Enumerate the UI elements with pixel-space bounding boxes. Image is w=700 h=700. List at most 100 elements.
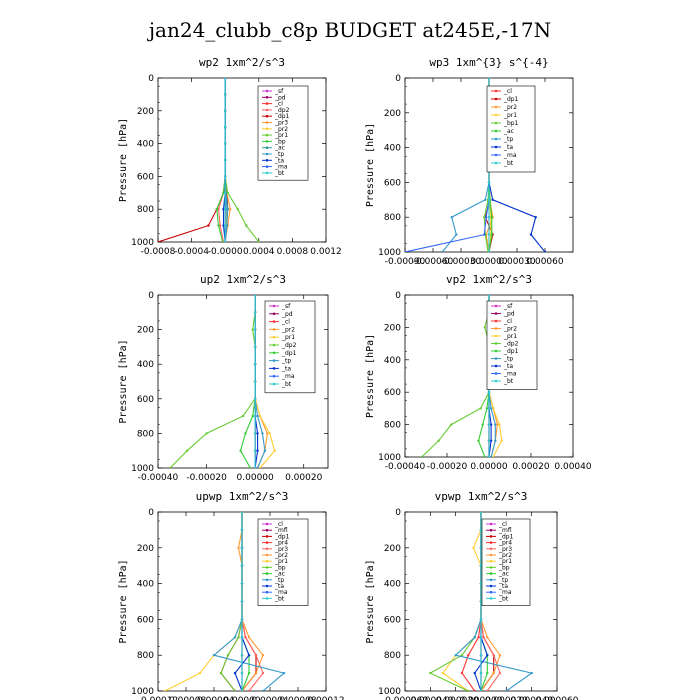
- series-point: [486, 689, 489, 691]
- x-tick-label: -0.0004: [174, 247, 209, 257]
- series-point: [237, 546, 240, 549]
- panel-0: wp2 1xm^2/s^3 Pressure [hPa] 0 200 400 600 800…: [118, 56, 342, 257]
- series-point: [253, 311, 257, 314]
- x-tick-label: 0.000060: [536, 696, 579, 700]
- legend-label: _cl: [503, 318, 512, 325]
- legend-label: _dp1: [503, 96, 519, 103]
- legend-marker: [494, 327, 498, 330]
- panel-4: upwp 1xm^2/s^3 Pressure [hPa] 0 200 400 600 80…: [118, 490, 345, 700]
- legend-label: _bp: [274, 564, 286, 571]
- y-tick-label: 0: [395, 74, 401, 84]
- series-point: [253, 363, 257, 366]
- legend-marker: [265, 522, 269, 526]
- series-point: [487, 250, 491, 252]
- legend: _sf_pd_cl_dp2_dp1_pr3_pr2_pr1_bp_ac_tp_t…: [257, 85, 309, 181]
- panel-1: wp3 1xm^{3} s^{-4} Pressure [hPa] 0 200 400 6…: [365, 56, 574, 267]
- panel-title: wp2 1xm^2/s^3: [199, 56, 285, 69]
- legend-label: _tp: [498, 577, 508, 584]
- legend-label: _bt: [503, 160, 514, 167]
- series-point: [489, 439, 493, 442]
- series-point: [237, 636, 240, 639]
- series-line: [169, 295, 256, 468]
- y-tick-label: 200: [384, 323, 401, 333]
- series-point: [222, 191, 225, 194]
- legend-marker: [265, 535, 269, 538]
- series-point: [239, 449, 242, 452]
- series-group: [163, 512, 286, 691]
- legend-label: _pr3: [274, 546, 288, 553]
- y-tick-label: 800: [384, 213, 401, 223]
- y-tick-label: 200: [384, 109, 401, 119]
- x-tick-label: -0.00020: [186, 473, 227, 483]
- series-point: [253, 449, 257, 452]
- legend-marker: [265, 597, 269, 600]
- series-point: [479, 512, 483, 514]
- series-point: [219, 224, 222, 227]
- series-point: [472, 546, 475, 549]
- panel-title: up2 1xm^2/s^3: [200, 273, 286, 286]
- legend-label: _pr4: [274, 540, 288, 547]
- legend-marker: [494, 121, 498, 125]
- series-point: [498, 423, 501, 426]
- series-point: [486, 654, 489, 657]
- legend-marker: [265, 152, 269, 156]
- y-tick-label: 600: [137, 172, 154, 182]
- series-point: [483, 233, 486, 236]
- series-point: [233, 671, 237, 675]
- x-tick-label: -0.00008: [166, 696, 207, 700]
- legend-label: _pr3: [274, 120, 288, 127]
- legend-label: _mfl: [498, 527, 512, 534]
- legend-marker: [494, 105, 498, 109]
- series-point: [253, 466, 257, 468]
- series-point: [212, 654, 216, 657]
- series-point: [240, 546, 244, 549]
- legend-marker: [272, 304, 276, 308]
- x-tick-label: 0.0008: [277, 247, 309, 257]
- legend-marker: [489, 597, 493, 600]
- series-point: [233, 636, 237, 639]
- series-point: [268, 432, 271, 435]
- panel-title: vp2 1xm^2/s^3: [446, 273, 532, 286]
- series-point: [244, 636, 247, 639]
- page-title: jan24_clubb_c8p BUDGET at245E,-17N: [148, 18, 552, 42]
- series-point: [467, 654, 470, 657]
- series-point: [226, 191, 229, 194]
- legend-label: _tp: [274, 577, 284, 584]
- series-point: [489, 423, 493, 426]
- series-point: [247, 636, 251, 639]
- series-point: [505, 689, 508, 691]
- y-tick-label: 800: [137, 651, 154, 661]
- legend-label: _dp1: [274, 533, 290, 540]
- series-point: [479, 564, 483, 567]
- series-point: [487, 233, 491, 236]
- legend-label: _dp1: [281, 350, 297, 357]
- legend-label: _cl: [281, 319, 290, 326]
- series-point: [485, 407, 489, 410]
- legend-marker: [494, 161, 498, 165]
- legend-label: _pr1: [498, 558, 512, 565]
- legend-marker: [265, 96, 269, 99]
- series-point: [498, 654, 502, 657]
- series-point: [529, 233, 533, 236]
- legend-marker: [272, 382, 276, 386]
- x-tick-label: 0.00060: [526, 257, 563, 267]
- y-tick-label: 0: [148, 291, 154, 301]
- y-tick-label: 1000: [378, 687, 401, 697]
- legend-label: _pr2: [274, 126, 288, 133]
- x-tick-label: -0.00040: [138, 473, 179, 483]
- legend-label: _dp1: [503, 348, 519, 355]
- series-point: [163, 689, 167, 691]
- series-point: [225, 224, 229, 227]
- series-line: [220, 512, 243, 691]
- series-point: [487, 423, 491, 426]
- legend-label: _cl: [274, 101, 283, 108]
- legend-marker: [272, 320, 276, 323]
- x-tick-label: 0.00004: [251, 696, 288, 700]
- series-point: [224, 78, 227, 80]
- plot-frame: [157, 77, 327, 243]
- series-point: [217, 208, 220, 211]
- series-point: [437, 439, 440, 442]
- series-point: [256, 432, 259, 435]
- x-tick-label: -0.000020: [433, 696, 479, 700]
- legend-marker: [272, 343, 276, 347]
